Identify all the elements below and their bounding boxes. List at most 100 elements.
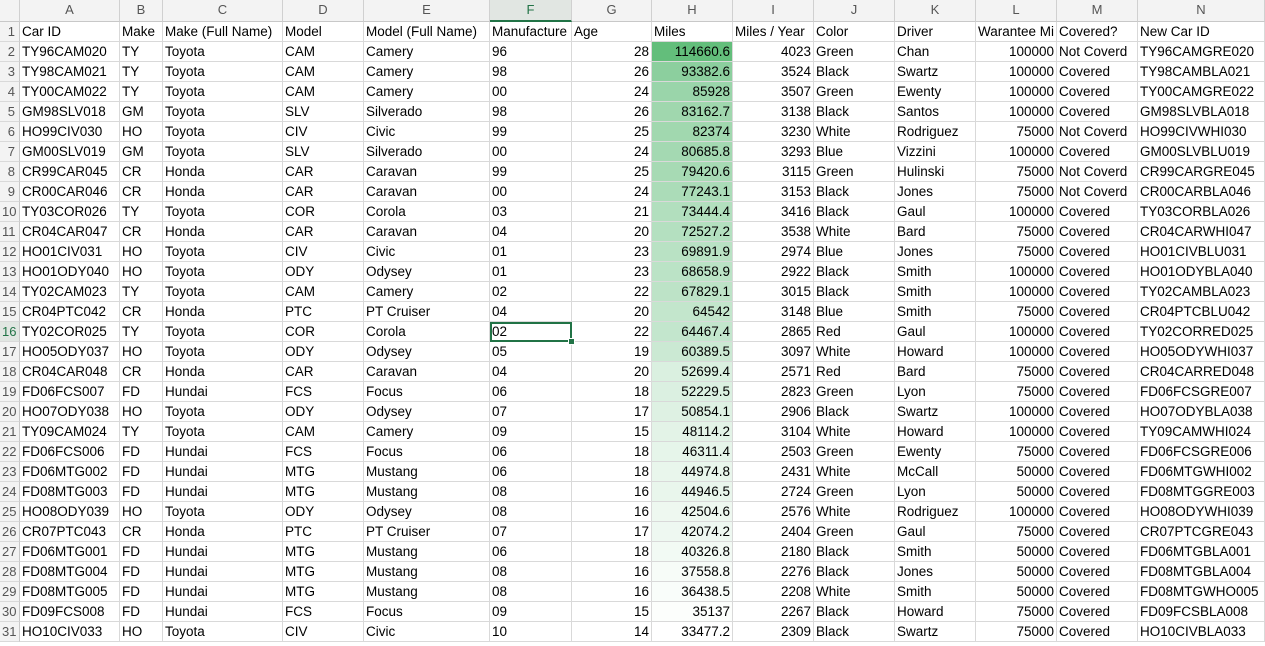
- cell-i[interactable]: 2922: [733, 262, 814, 282]
- cell-j[interactable]: Blue: [814, 302, 895, 322]
- cell-c[interactable]: Toyota: [163, 262, 283, 282]
- cell-m[interactable]: Covered: [1057, 62, 1138, 82]
- cell-n[interactable]: FD08MTGGRE003: [1138, 482, 1265, 502]
- cell-l[interactable]: 100000: [976, 322, 1057, 342]
- cell-m[interactable]: Covered: [1057, 242, 1138, 262]
- cell-m[interactable]: Covered: [1057, 262, 1138, 282]
- cell-i[interactable]: 2974: [733, 242, 814, 262]
- cell-f[interactable]: 01: [490, 242, 572, 262]
- cell-c[interactable]: Toyota: [163, 322, 283, 342]
- cell-e[interactable]: Mustang: [364, 562, 490, 582]
- cell-n[interactable]: HO07ODYBLA038: [1138, 402, 1265, 422]
- cell-a[interactable]: CR04PTC042: [20, 302, 120, 322]
- cell-b[interactable]: GM: [120, 102, 163, 122]
- cell-f[interactable]: 08: [490, 582, 572, 602]
- cell-m[interactable]: Not Coverd: [1057, 182, 1138, 202]
- row-header[interactable]: 22: [0, 442, 20, 462]
- cell-g[interactable]: 14: [572, 622, 652, 642]
- cell-h[interactable]: 46311.4: [652, 442, 733, 462]
- cell-i[interactable]: 3230: [733, 122, 814, 142]
- cell-h[interactable]: 50854.1: [652, 402, 733, 422]
- select-all-corner[interactable]: [0, 0, 20, 22]
- row-header[interactable]: 30: [0, 602, 20, 622]
- column-label-g[interactable]: Age: [572, 22, 652, 42]
- cell-g[interactable]: 18: [572, 542, 652, 562]
- cell-e[interactable]: Focus: [364, 602, 490, 622]
- cell-l[interactable]: 50000: [976, 462, 1057, 482]
- cell-h[interactable]: 35137: [652, 602, 733, 622]
- cell-d[interactable]: ODY: [283, 402, 364, 422]
- cell-m[interactable]: Covered: [1057, 502, 1138, 522]
- cell-f[interactable]: 08: [490, 482, 572, 502]
- column-header-a[interactable]: A: [20, 0, 120, 22]
- cell-h[interactable]: 83162.7: [652, 102, 733, 122]
- cell-l[interactable]: 100000: [976, 422, 1057, 442]
- cell-m[interactable]: Covered: [1057, 102, 1138, 122]
- cell-b[interactable]: CR: [120, 162, 163, 182]
- cell-a[interactable]: CR07PTC043: [20, 522, 120, 542]
- cell-b[interactable]: CR: [120, 302, 163, 322]
- cell-h[interactable]: 48114.2: [652, 422, 733, 442]
- cell-a[interactable]: FD06MTG002: [20, 462, 120, 482]
- cell-n[interactable]: HO01ODYBLA040: [1138, 262, 1265, 282]
- cell-e[interactable]: Camery: [364, 62, 490, 82]
- cell-e[interactable]: Mustang: [364, 542, 490, 562]
- cell-g[interactable]: 18: [572, 442, 652, 462]
- column-header-l[interactable]: L: [976, 0, 1057, 22]
- cell-a[interactable]: FD06FCS006: [20, 442, 120, 462]
- cell-b[interactable]: HO: [120, 242, 163, 262]
- column-header-g[interactable]: G: [572, 0, 652, 22]
- row-header[interactable]: 4: [0, 82, 20, 102]
- cell-g[interactable]: 17: [572, 522, 652, 542]
- cell-h[interactable]: 52229.5: [652, 382, 733, 402]
- cell-d[interactable]: MTG: [283, 582, 364, 602]
- cell-h[interactable]: 44974.8: [652, 462, 733, 482]
- cell-n[interactable]: CR07PTCGRE043: [1138, 522, 1265, 542]
- cell-i[interactable]: 3538: [733, 222, 814, 242]
- cell-j[interactable]: Green: [814, 162, 895, 182]
- cell-e[interactable]: Civic: [364, 622, 490, 642]
- cell-c[interactable]: Honda: [163, 522, 283, 542]
- cell-e[interactable]: PT Cruiser: [364, 302, 490, 322]
- cell-b[interactable]: FD: [120, 442, 163, 462]
- cell-e[interactable]: Camery: [364, 282, 490, 302]
- row-header[interactable]: 27: [0, 542, 20, 562]
- cell-f[interactable]: 99: [490, 162, 572, 182]
- cell-g[interactable]: 24: [572, 142, 652, 162]
- row-header[interactable]: 2: [0, 42, 20, 62]
- cell-n[interactable]: TY03CORBLA026: [1138, 202, 1265, 222]
- cell-b[interactable]: TY: [120, 82, 163, 102]
- cell-k[interactable]: Rodriguez: [895, 502, 976, 522]
- column-header-m[interactable]: M: [1057, 0, 1138, 22]
- cell-k[interactable]: Swartz: [895, 402, 976, 422]
- row-header[interactable]: 6: [0, 122, 20, 142]
- cell-l[interactable]: 100000: [976, 42, 1057, 62]
- cell-e[interactable]: Caravan: [364, 162, 490, 182]
- cell-f[interactable]: 96: [490, 42, 572, 62]
- cell-i[interactable]: 2208: [733, 582, 814, 602]
- cell-k[interactable]: Chan: [895, 42, 976, 62]
- cell-k[interactable]: Swartz: [895, 622, 976, 642]
- row-header[interactable]: 21: [0, 422, 20, 442]
- cell-l[interactable]: 100000: [976, 262, 1057, 282]
- row-header[interactable]: 31: [0, 622, 20, 642]
- cell-c[interactable]: Honda: [163, 222, 283, 242]
- cell-m[interactable]: Covered: [1057, 382, 1138, 402]
- cell-g[interactable]: 25: [572, 162, 652, 182]
- row-header[interactable]: 1: [0, 22, 20, 42]
- cell-j[interactable]: Black: [814, 62, 895, 82]
- cell-c[interactable]: Honda: [163, 162, 283, 182]
- cell-m[interactable]: Covered: [1057, 562, 1138, 582]
- cell-a[interactable]: CR00CAR046: [20, 182, 120, 202]
- cell-i[interactable]: 3293: [733, 142, 814, 162]
- cell-l[interactable]: 100000: [976, 402, 1057, 422]
- cell-m[interactable]: Not Coverd: [1057, 42, 1138, 62]
- cell-e[interactable]: Caravan: [364, 182, 490, 202]
- cell-g[interactable]: 16: [572, 582, 652, 602]
- cell-l[interactable]: 75000: [976, 222, 1057, 242]
- cell-e[interactable]: Caravan: [364, 222, 490, 242]
- cell-c[interactable]: Hundai: [163, 382, 283, 402]
- cell-h[interactable]: 64542: [652, 302, 733, 322]
- cell-l[interactable]: 75000: [976, 122, 1057, 142]
- cell-m[interactable]: Covered: [1057, 82, 1138, 102]
